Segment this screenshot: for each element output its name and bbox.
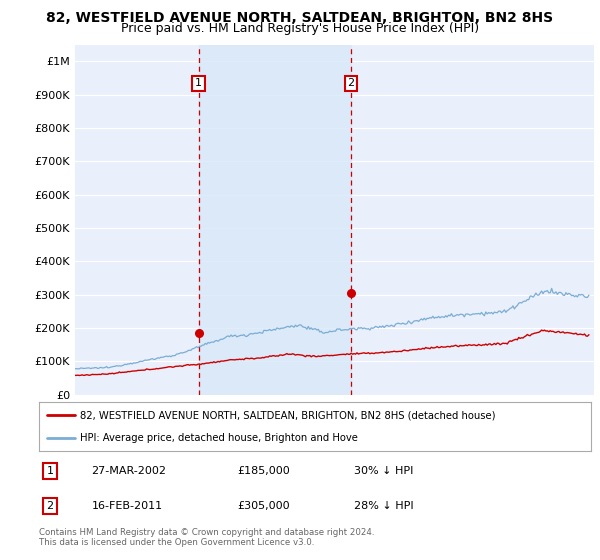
Bar (199, 45, 351, 395)
Text: £305,000: £305,000 (238, 501, 290, 511)
Text: HPI: Average price, detached house, Brighton and Hove: HPI: Average price, detached house, Brig… (80, 433, 358, 444)
Text: £185,000: £185,000 (238, 466, 290, 476)
Text: 27-MAR-2002: 27-MAR-2002 (91, 466, 166, 476)
Text: 82, WESTFIELD AVENUE NORTH, SALTDEAN, BRIGHTON, BN2 8HS (detached house): 82, WESTFIELD AVENUE NORTH, SALTDEAN, BR… (80, 410, 496, 421)
Text: 30% ↓ HPI: 30% ↓ HPI (353, 466, 413, 476)
Text: Contains HM Land Registry data © Crown copyright and database right 2024.
This d: Contains HM Land Registry data © Crown c… (39, 528, 374, 547)
Text: 2: 2 (347, 78, 355, 88)
Text: 1: 1 (47, 466, 53, 476)
Text: 1: 1 (195, 78, 202, 88)
Text: 16-FEB-2011: 16-FEB-2011 (91, 501, 163, 511)
Text: Price paid vs. HM Land Registry's House Price Index (HPI): Price paid vs. HM Land Registry's House … (121, 22, 479, 35)
Text: 82, WESTFIELD AVENUE NORTH, SALTDEAN, BRIGHTON, BN2 8HS: 82, WESTFIELD AVENUE NORTH, SALTDEAN, BR… (46, 11, 554, 25)
Text: 28% ↓ HPI: 28% ↓ HPI (353, 501, 413, 511)
Text: 2: 2 (46, 501, 53, 511)
